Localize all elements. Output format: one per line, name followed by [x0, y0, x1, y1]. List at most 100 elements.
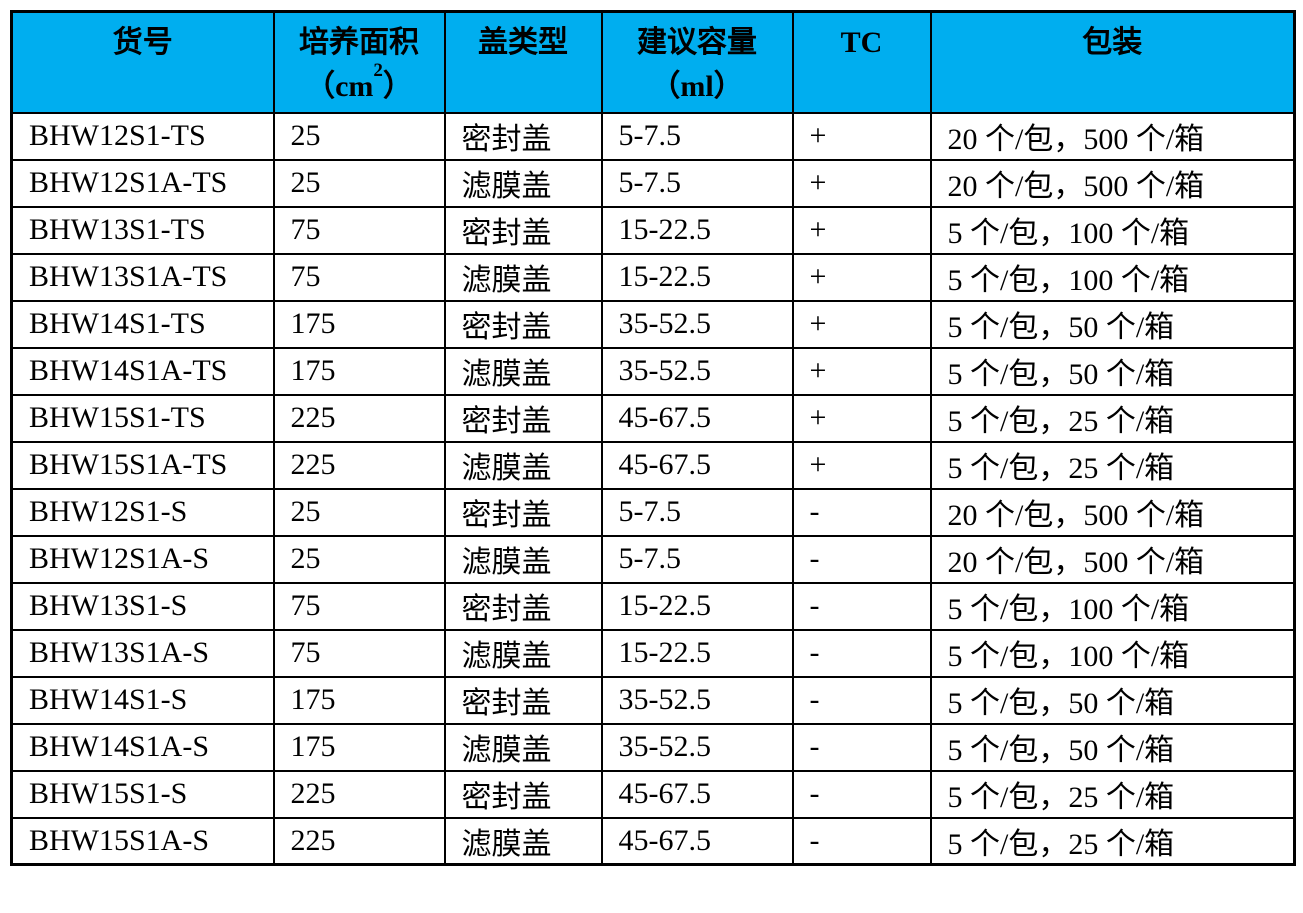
- cell-tc: -: [791, 534, 932, 584]
- cell-packaging: 5 个/包，100 个/箱: [929, 205, 1296, 255]
- cell-item-no: BHW12S1A-S: [10, 534, 275, 584]
- cell-culture-area: 25: [272, 158, 446, 208]
- cell-packaging: 5 个/包，50 个/箱: [929, 299, 1296, 349]
- cell-item-no: BHW13S1-S: [10, 581, 275, 631]
- cell-item-no: BHW15S1-S: [10, 769, 275, 819]
- cell-cap-type: 滤膜盖: [443, 816, 603, 866]
- cell-culture-area: 175: [272, 346, 446, 396]
- cell-item-no: BHW14S1-S: [10, 675, 275, 725]
- col-header-cap-type: 盖类型: [443, 10, 603, 114]
- cell-packaging: 5 个/包，100 个/箱: [929, 252, 1296, 302]
- cell-cap-type: 密封盖: [443, 299, 603, 349]
- cell-cap-type: 密封盖: [443, 487, 603, 537]
- table-row: BHW12S1A-TS 25 滤膜盖 5-7.5 +20 个/包，500 个/箱: [10, 158, 1296, 208]
- cell-tc: -: [791, 628, 932, 678]
- table-row: BHW12S1-S 25 密封盖 5-7.5-20 个/包，500 个/箱: [10, 487, 1296, 537]
- cell-item-no: BHW12S1-S: [10, 487, 275, 537]
- col-header-tc: TC: [791, 10, 932, 114]
- table-row: BHW15S1-TS 225 密封盖 45-67.5 +5 个/包，25 个/箱: [10, 393, 1296, 443]
- cell-culture-area: 175: [272, 722, 446, 772]
- cell-cap-type: 密封盖: [443, 393, 603, 443]
- col-header-cap-type-label: 盖类型: [478, 26, 568, 59]
- cell-volume: 45-67.5: [600, 440, 794, 490]
- header-row: 货号 培养面积 （cm2） 盖类型 建议容量 （ml） TC 包装: [10, 10, 1296, 114]
- cell-cap-type: 滤膜盖: [443, 158, 603, 208]
- cell-volume: 15-22.5: [600, 581, 794, 631]
- table-row: BHW15S1A-TS 225 滤膜盖 45-67.5 +5 个/包，25 个/箱: [10, 440, 1296, 490]
- cell-volume: 35-52.5: [600, 299, 794, 349]
- cell-culture-area: 75: [272, 205, 446, 255]
- cell-tc: +: [791, 299, 932, 349]
- cell-cap-type: 滤膜盖: [443, 252, 603, 302]
- cell-item-no: BHW14S1A-S: [10, 722, 275, 772]
- cell-packaging: 5 个/包，25 个/箱: [929, 393, 1296, 443]
- cell-volume: 5-7.5: [600, 111, 794, 161]
- cell-volume: 35-52.5: [600, 722, 794, 772]
- cell-item-no: BHW12S1-TS: [10, 111, 275, 161]
- cell-cap-type: 密封盖: [443, 581, 603, 631]
- col-header-item-no-label: 货号: [112, 26, 173, 59]
- cell-cap-type: 密封盖: [443, 111, 603, 161]
- cell-item-no: BHW15S1-TS: [10, 393, 275, 443]
- cell-packaging: 5 个/包，100 个/箱: [929, 628, 1296, 678]
- cell-volume: 15-22.5: [600, 205, 794, 255]
- cell-item-no: BHW15S1A-S: [10, 816, 275, 866]
- table-row: BHW12S1A-S 25 滤膜盖 5-7.5-20 个/包，500 个/箱: [10, 534, 1296, 584]
- cell-volume: 5-7.5: [600, 487, 794, 537]
- cell-cap-type: 滤膜盖: [443, 440, 603, 490]
- cell-item-no: BHW14S1-TS: [10, 299, 275, 349]
- cell-tc: -: [791, 675, 932, 725]
- col-header-volume: 建议容量 （ml）: [600, 10, 794, 114]
- cell-culture-area: 75: [272, 581, 446, 631]
- col-header-tc-label: TC: [840, 26, 883, 59]
- table-row: BHW12S1-TS 25 密封盖 5-7.5 +20 个/包，500 个/箱: [10, 111, 1296, 161]
- cell-volume: 15-22.5: [600, 628, 794, 678]
- cell-packaging: 5 个/包，50 个/箱: [929, 722, 1296, 772]
- cell-packaging: 5 个/包，50 个/箱: [929, 346, 1296, 396]
- cell-tc: +: [791, 205, 932, 255]
- cell-culture-area: 225: [272, 816, 446, 866]
- cell-culture-area: 225: [272, 769, 446, 819]
- cell-packaging: 20 个/包，500 个/箱: [929, 534, 1296, 584]
- table-row: BHW14S1A-TS 175 滤膜盖 35-52.5 +5 个/包，50 个/箱: [10, 346, 1296, 396]
- cell-tc: +: [791, 111, 932, 161]
- cell-tc: +: [791, 252, 932, 302]
- cell-culture-area: 75: [272, 628, 446, 678]
- cell-packaging: 5 个/包，25 个/箱: [929, 816, 1296, 866]
- table-row: BHW14S1A-S 175 滤膜盖 35-52.5-5 个/包，50 个/箱: [10, 722, 1296, 772]
- cell-packaging: 5 个/包，25 个/箱: [929, 769, 1296, 819]
- product-spec-table: 货号 培养面积 （cm2） 盖类型 建议容量 （ml） TC 包装 BHW12S…: [10, 10, 1296, 866]
- cell-volume: 5-7.5: [600, 534, 794, 584]
- cell-packaging: 5 个/包，100 个/箱: [929, 581, 1296, 631]
- cell-culture-area: 25: [272, 534, 446, 584]
- table-row: BHW13S1A-S 75 滤膜盖 15-22.5-5 个/包，100 个/箱: [10, 628, 1296, 678]
- cell-tc: +: [791, 346, 932, 396]
- cell-item-no: BHW13S1-TS: [10, 205, 275, 255]
- cell-culture-area: 25: [272, 111, 446, 161]
- col-header-culture-area-label: 培养面积: [299, 26, 419, 59]
- cell-cap-type: 密封盖: [443, 205, 603, 255]
- cell-item-no: BHW12S1A-TS: [10, 158, 275, 208]
- table-row: BHW13S1-S 75 密封盖 15-22.5-5 个/包，100 个/箱: [10, 581, 1296, 631]
- cell-item-no: BHW13S1A-S: [10, 628, 275, 678]
- cell-packaging: 5 个/包，25 个/箱: [929, 440, 1296, 490]
- cell-cap-type: 滤膜盖: [443, 346, 603, 396]
- cell-packaging: 5 个/包，50 个/箱: [929, 675, 1296, 725]
- table-row: BHW14S1-S 175 密封盖 35-52.5-5 个/包，50 个/箱: [10, 675, 1296, 725]
- cell-culture-area: 75: [272, 252, 446, 302]
- cell-culture-area: 175: [272, 299, 446, 349]
- cell-packaging: 20 个/包，500 个/箱: [929, 158, 1296, 208]
- cell-volume: 35-52.5: [600, 346, 794, 396]
- col-header-volume-unit: （ml）: [650, 70, 744, 103]
- col-header-culture-area-unit: （cm2）: [305, 60, 413, 103]
- cell-volume: 45-67.5: [600, 393, 794, 443]
- cell-tc: -: [791, 816, 932, 866]
- cell-tc: +: [791, 393, 932, 443]
- cell-packaging: 20 个/包，500 个/箱: [929, 487, 1296, 537]
- cell-cap-type: 滤膜盖: [443, 628, 603, 678]
- cell-tc: -: [791, 722, 932, 772]
- cell-tc: +: [791, 440, 932, 490]
- col-header-volume-label: 建议容量: [637, 26, 757, 59]
- table-row: BHW15S1-S 225 密封盖 45-67.5-5 个/包，25 个/箱: [10, 769, 1296, 819]
- cell-cap-type: 滤膜盖: [443, 722, 603, 772]
